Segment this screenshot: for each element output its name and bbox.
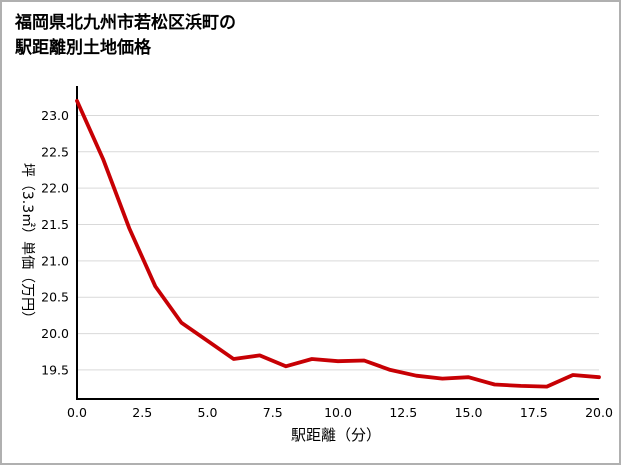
chart-title-line1: 福岡県北九州市若松区浜町の	[15, 13, 236, 33]
y-tick-label: 22.5	[41, 144, 69, 159]
y-axis-label: 坪（3.3㎡）単価（万円）	[19, 162, 35, 326]
x-tick-label: 5.0	[198, 405, 218, 420]
y-tick-label: 20.0	[41, 326, 69, 341]
y-tick-label: 20.5	[41, 290, 69, 305]
x-tick-label: 10.0	[324, 405, 352, 420]
chart-title-line2: 駅距離別土地価格	[15, 37, 151, 58]
y-tick-label: 19.5	[41, 362, 69, 377]
chart-title: 福岡県北九州市若松区浜町の 駅距離別土地価格	[15, 11, 236, 60]
y-tick-label: 21.0	[41, 253, 69, 268]
y-tick-label: 21.5	[41, 217, 69, 232]
price-line-series	[75, 99, 601, 389]
x-tick-label: 17.5	[520, 405, 548, 420]
x-tick-label: 2.5	[132, 405, 152, 420]
y-tick-label: 22.0	[41, 181, 69, 196]
x-tick-label: 12.5	[389, 405, 417, 420]
x-tick-label: 0.0	[67, 405, 87, 420]
x-axis-label: 駅距離（分）	[290, 426, 381, 444]
x-tick-label: 20.0	[585, 405, 613, 420]
x-tick-label: 15.0	[455, 405, 483, 420]
y-tick-label: 23.0	[41, 108, 69, 123]
x-tick-label: 7.5	[263, 405, 283, 420]
